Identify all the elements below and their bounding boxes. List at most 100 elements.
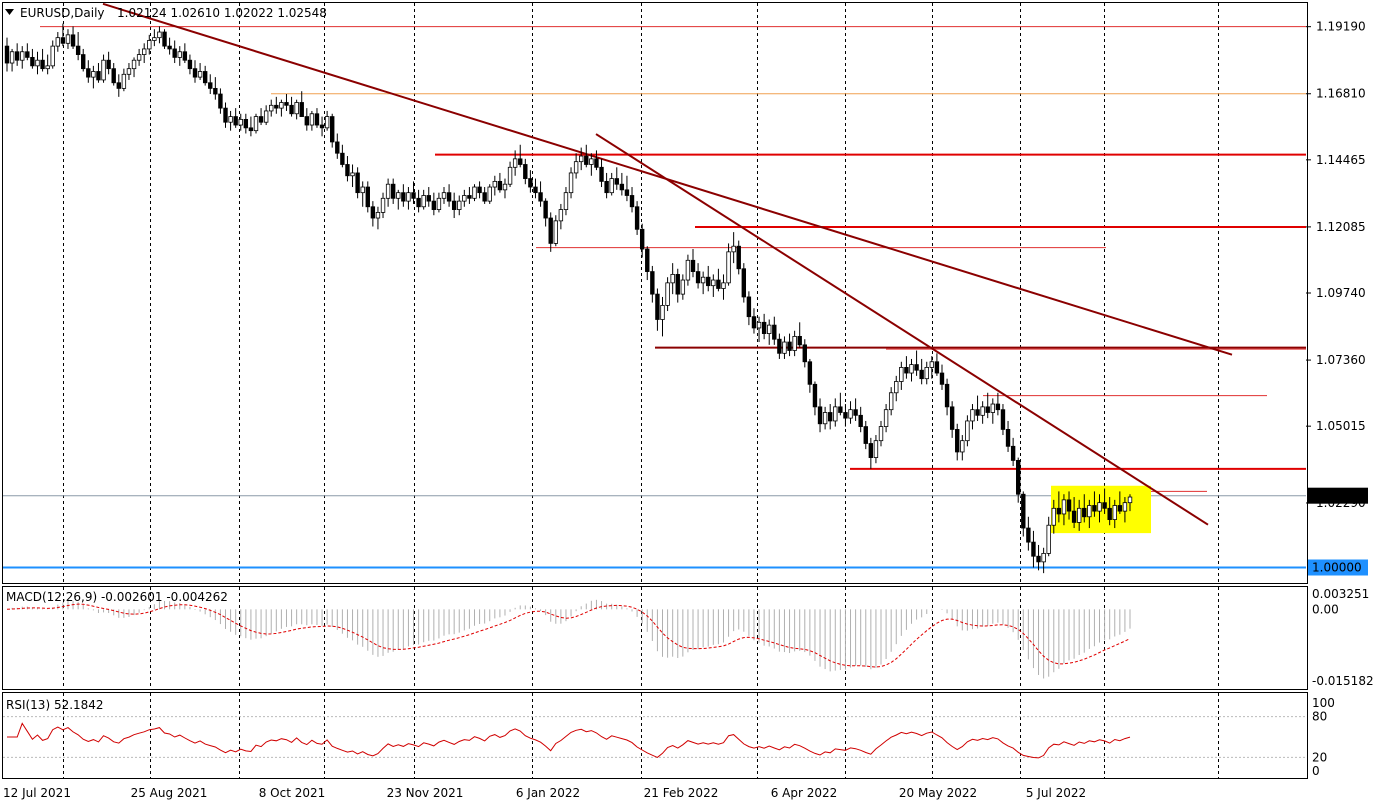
macd-tick-label: 0.00 [1312, 602, 1339, 616]
candle-body [213, 87, 218, 95]
candle-body [1051, 507, 1056, 526]
candle-body [177, 51, 182, 58]
candle-body [50, 45, 55, 67]
candle-body [868, 443, 874, 458]
candle-body [700, 276, 706, 284]
candle-body [365, 186, 370, 208]
candle-body [645, 248, 650, 272]
candle-body [548, 217, 553, 244]
candle-body [655, 293, 660, 320]
candle-body [91, 71, 96, 78]
candle-body [1071, 510, 1077, 523]
rsi-tick-label: 0 [1312, 764, 1320, 778]
current-price-label: 1.02548 [1312, 489, 1362, 503]
candle-body [1097, 502, 1102, 512]
candle-body [314, 113, 320, 126]
candle-body [477, 186, 482, 194]
candle-body [553, 220, 558, 244]
candle-body [482, 192, 487, 202]
candle-body [751, 316, 757, 329]
candle-body [838, 406, 843, 413]
candle-body [563, 192, 569, 210]
candle-body [131, 59, 137, 70]
candle-body [518, 158, 523, 165]
candle-body [777, 338, 782, 354]
candle-body [497, 180, 503, 191]
candle-body [462, 195, 467, 202]
candle-body [182, 51, 188, 61]
candle-body [70, 34, 76, 47]
candle-body [396, 192, 401, 199]
candle-body [1046, 524, 1051, 554]
candle-body [629, 195, 635, 208]
candle-body [431, 200, 437, 210]
candle-body [248, 127, 254, 132]
rsi-tick-label: 80 [1312, 710, 1327, 724]
candle-body [55, 37, 61, 47]
candle-body [274, 104, 279, 109]
date-tick-label: 20 May 2022 [899, 786, 977, 800]
candle-body [9, 51, 15, 64]
ohlc-values: 1.02124 1.02610 1.02022 1.02548 [117, 6, 327, 20]
candle-body [472, 186, 477, 199]
candle-body [457, 200, 462, 210]
candle-body [949, 406, 955, 430]
candle-body [767, 324, 772, 334]
candle-body [802, 344, 807, 363]
candle-body [1117, 505, 1123, 512]
candle-body [924, 367, 929, 380]
candle-body [65, 34, 71, 44]
horizontal-levels [3, 26, 1306, 569]
candle-body [426, 195, 431, 202]
candle-body [721, 282, 726, 289]
candle-body [1016, 460, 1021, 495]
candle-body [909, 364, 914, 374]
date-axis: 12 Jul 2021 25 Aug 2021 8 Oct 2021 23 Nov 2… [3, 786, 1086, 800]
candle-body [894, 381, 899, 394]
candle-body [990, 403, 996, 413]
candle-body [436, 197, 442, 210]
candle-body [528, 178, 533, 188]
candle-body [263, 110, 269, 123]
candle-body [223, 107, 228, 123]
candle-body [675, 273, 680, 295]
candle-body [360, 186, 365, 194]
rsi-pane [3, 716, 1306, 759]
candle-body [1087, 505, 1092, 518]
candle-body [467, 195, 472, 199]
level-label-box [1308, 559, 1368, 576]
candle-body [797, 336, 802, 346]
candle-body [1036, 555, 1041, 563]
candle-body [243, 118, 249, 129]
candle-body [858, 414, 863, 427]
candle-body [690, 259, 696, 272]
candle-body [126, 68, 132, 75]
candle-body [919, 369, 924, 380]
candle-body [81, 54, 86, 70]
candle-body [1056, 507, 1062, 515]
candle-body [406, 192, 411, 202]
candle-body [319, 124, 325, 129]
candle-body [401, 192, 406, 202]
candle-body [741, 268, 747, 298]
date-tick-label: 5 Jul 2022 [1026, 786, 1086, 800]
candle-body [345, 164, 350, 177]
dropdown-triangle-icon[interactable] [5, 9, 14, 15]
candle-body [202, 71, 208, 84]
price-tick-label: 1.09740 [1316, 286, 1366, 300]
candle-body [1000, 409, 1006, 430]
candle-body [258, 116, 264, 123]
candle-body [736, 245, 741, 270]
macd-tick-label: 0.003251 [1312, 587, 1369, 601]
candle-body [614, 178, 619, 185]
candle-body [441, 192, 447, 199]
level-label: 1.00000 [1312, 560, 1362, 574]
candle-body [228, 116, 233, 123]
macd-tick-label: -0.015182 [1312, 674, 1374, 688]
candle-body [706, 276, 711, 287]
candle-body [944, 383, 950, 408]
candle-body [624, 189, 630, 196]
candle-body [650, 271, 655, 295]
candle-body [111, 68, 116, 84]
symbol-label: EURUSD,Daily [20, 6, 105, 20]
